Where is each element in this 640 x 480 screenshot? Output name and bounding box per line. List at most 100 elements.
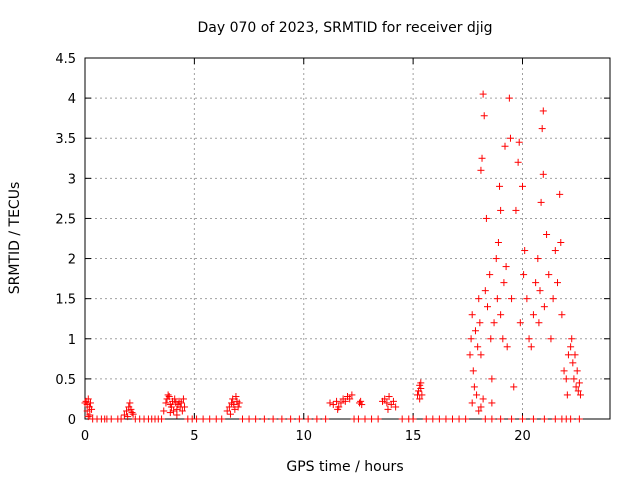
data-point: [239, 415, 246, 423]
data-point: [84, 413, 92, 421]
data-point: [570, 375, 578, 383]
data-point: [470, 383, 478, 391]
data-point: [361, 415, 369, 423]
data-point: [497, 311, 505, 319]
data-point: [179, 395, 187, 403]
data-point: [545, 271, 553, 279]
data-point: [564, 351, 572, 359]
data-point: [313, 415, 321, 423]
data-point: [477, 166, 485, 174]
data-point: [560, 367, 568, 375]
data-point: [295, 415, 303, 423]
data-point: [466, 351, 474, 359]
data-point: [573, 367, 581, 375]
data-point: [488, 415, 496, 423]
data-point: [540, 415, 548, 423]
data-point: [455, 415, 463, 423]
data-point: [164, 391, 172, 399]
data-point: [501, 142, 509, 150]
data-point: [571, 351, 579, 359]
data-point: [124, 413, 132, 421]
data-point: [368, 415, 376, 423]
data-point: [287, 415, 295, 423]
data-point: [235, 399, 243, 407]
data-point: [554, 279, 561, 287]
data-point: [536, 287, 544, 295]
data-point: [486, 271, 494, 279]
data-point: [435, 415, 443, 423]
data-point: [230, 401, 238, 409]
data-point: [206, 415, 214, 423]
data-point: [547, 335, 555, 343]
data-point: [468, 311, 476, 319]
x-tick-label: 10: [295, 429, 312, 444]
data-point: [499, 335, 507, 343]
data-point: [475, 407, 483, 415]
data-point: [474, 343, 482, 351]
x-tick-label: 5: [190, 429, 198, 444]
data-point: [572, 383, 580, 391]
data-point: [532, 279, 540, 287]
data-point: [563, 391, 571, 399]
data-point: [123, 407, 131, 415]
data-point: [398, 415, 406, 423]
data-point: [409, 415, 417, 423]
data-point: [218, 415, 226, 423]
data-point: [535, 319, 543, 327]
data-point: [260, 415, 268, 423]
y-tick-label: 4: [68, 92, 76, 107]
data-point: [354, 415, 362, 423]
y-tick-label: 2: [68, 253, 76, 268]
data-point: [418, 391, 426, 399]
data-point: [477, 403, 485, 411]
data-point: [562, 375, 570, 383]
data-point: [171, 395, 179, 403]
data-point: [543, 230, 551, 238]
data-point: [575, 379, 583, 387]
data-point: [88, 405, 96, 413]
data-point: [84, 395, 92, 403]
data-point: [304, 415, 312, 423]
data-point: [170, 407, 178, 415]
data-point: [269, 415, 277, 423]
axis-ticks: 0 0.5 1 1.5 2 2.5 3 3.5 4 4.5 0 5 10 15 20: [55, 52, 610, 444]
data-point: [333, 397, 341, 405]
data-point: [523, 295, 531, 303]
data-point: [490, 319, 498, 327]
data-point: [83, 407, 91, 415]
data-point: [519, 415, 526, 423]
data-point: [512, 206, 520, 214]
data-point: [385, 393, 393, 401]
data-point: [127, 405, 135, 413]
data-point: [516, 319, 524, 327]
data-point: [469, 367, 477, 375]
grid-lines: [85, 58, 610, 419]
data-point: [381, 395, 389, 403]
data-point: [422, 415, 430, 423]
data-point: [557, 239, 565, 247]
data-point: [567, 415, 575, 423]
data-point: [529, 311, 537, 319]
data-point: [569, 359, 577, 367]
data-point: [417, 379, 425, 387]
data-point: [173, 411, 181, 419]
data-point: [358, 401, 366, 409]
data-point: [488, 399, 496, 407]
data-point: [539, 170, 547, 178]
data-point: [574, 387, 582, 395]
data-point: [500, 279, 508, 287]
data-point: [497, 206, 505, 214]
data-point: [540, 303, 548, 311]
data-point: [503, 343, 511, 351]
data-point: [468, 399, 476, 407]
data-point: [480, 112, 488, 120]
data-point: [129, 410, 137, 418]
data-point: [416, 395, 424, 403]
data-point: [337, 399, 345, 407]
data-point: [520, 271, 528, 279]
y-tick-label: 4.5: [55, 52, 76, 67]
data-point: [193, 415, 201, 423]
data-point: [162, 399, 170, 407]
data-point: [476, 319, 484, 327]
data-point: [575, 415, 583, 423]
